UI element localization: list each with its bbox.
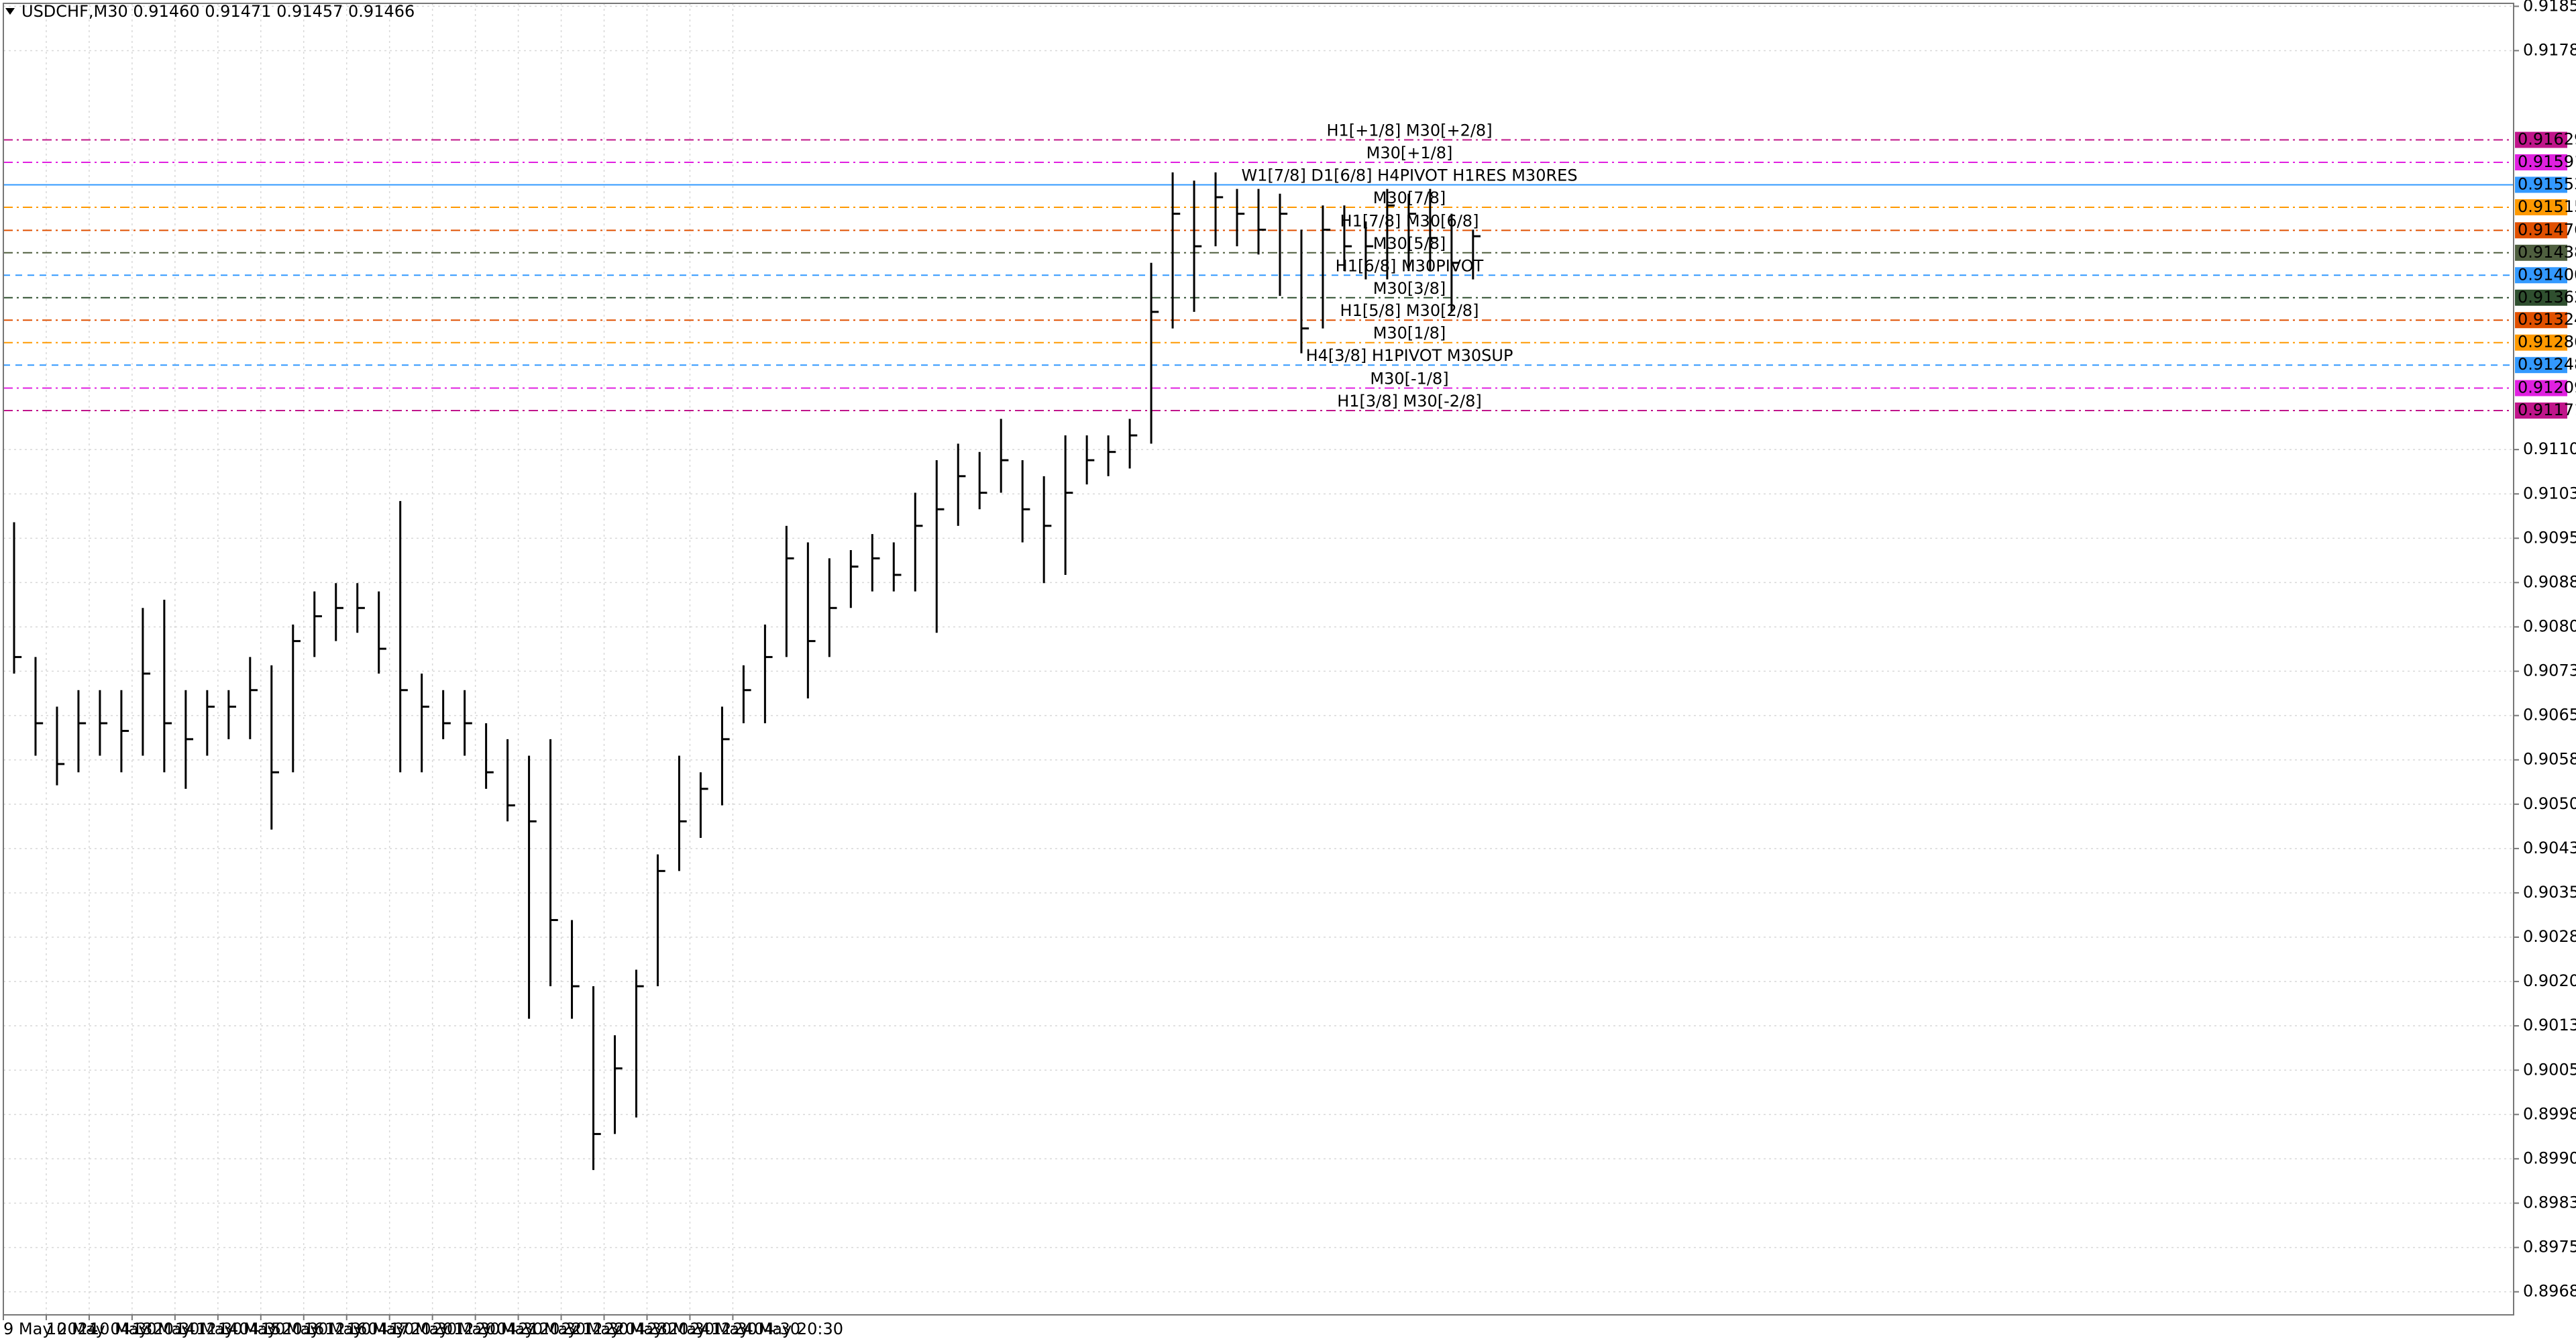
level-label: W1[7/8] D1[6/8] H4PIVOT H1RES M30RES: [1241, 166, 1577, 184]
x-tick-label: 15 May 12:30: [261, 1320, 372, 1338]
level-label: M30[+1/8]: [1366, 144, 1453, 162]
price-tag-label: 0.91591: [2518, 152, 2576, 171]
y-tick-label: 0.91105: [2523, 439, 2576, 458]
price-tag: [2515, 267, 2567, 284]
price-tag-label: 0.91286: [2518, 333, 2576, 352]
price-tag: [2515, 131, 2567, 148]
x-tick-label: 20 May 04:30: [433, 1320, 543, 1338]
price-tag: [2515, 289, 2567, 306]
price-tag-label: 0.91209: [2518, 378, 2576, 397]
x-tick-label: 10 May 20:30: [89, 1320, 200, 1338]
price-tag: [2515, 244, 2567, 261]
price-tag-label: 0.91438: [2518, 243, 2576, 262]
level-label: H1[3/8] M30[-2/8]: [1337, 392, 1482, 411]
price-tag-label: 0.91362: [2518, 288, 2576, 307]
price-tag: [2515, 334, 2567, 351]
menu-arrow[interactable]: [5, 8, 15, 15]
y-tick-label: 0.90055: [2523, 1060, 2576, 1079]
x-tick-label: 14 May 04:30: [175, 1320, 286, 1338]
x-tick-label: 23 May 12:30: [647, 1320, 757, 1338]
levels: H1[+1/8] M30[+2/8] 0.91629 M30[+1/8] 0.9159…: [3, 121, 2576, 419]
y-tick-label: 0.89905: [2523, 1148, 2576, 1167]
price-tag: [2515, 176, 2567, 193]
level-label: H1[+1/8] M30[+2/8]: [1326, 121, 1492, 140]
y-tick-label: 0.90955: [2523, 528, 2576, 547]
y-tick-label: 0.90355: [2523, 883, 2576, 902]
x-tick-label: 16 May 04:30: [304, 1320, 415, 1338]
y-tick-label: 0.90205: [2523, 971, 2576, 990]
x-tick-label: 16 May 20:30: [347, 1320, 458, 1338]
x-tick-label: 24 May 04:30: [690, 1320, 800, 1338]
price-tag-label: 0.91400: [2518, 265, 2576, 284]
x-tick-label: 14 May 20:30: [218, 1320, 329, 1338]
x-tick-label: 10 May 04:30: [46, 1320, 157, 1338]
x-tick-label: 17 May 12:30: [390, 1320, 500, 1338]
plot-frame: [3, 3, 2514, 1316]
price-tag-label: 0.91553: [2518, 174, 2576, 193]
bars: [13, 172, 1481, 1171]
price-tag: [2515, 312, 2567, 329]
price-tag-label: 0.91476: [2518, 220, 2576, 239]
price-tag-label: 0.91629: [2518, 130, 2576, 149]
y-tick-label: 0.89755: [2523, 1238, 2576, 1256]
level-label: M30[3/8]: [1373, 279, 1446, 298]
level-label: M30[1/8]: [1373, 324, 1446, 343]
x-tick-label: 21 May 12:30: [519, 1320, 629, 1338]
x-tick-label: 20 May 20:30: [476, 1320, 586, 1338]
price-tag: [2515, 222, 2567, 239]
price-tag: [2515, 403, 2567, 419]
price-tag-label: 0.91171: [2518, 400, 2576, 419]
level-label: H1[5/8] M30[2/8]: [1340, 301, 1479, 320]
level-label: M30[-1/8]: [1370, 370, 1448, 388]
y-tick-label: 0.89680: [2523, 1282, 2576, 1301]
x-tick-label: 24 May 20:30: [733, 1320, 843, 1338]
chart-title: USDCHF,M30 0.91460 0.91471 0.91457 0.914…: [21, 2, 415, 21]
price-tag-label: 0.91515: [2518, 197, 2576, 216]
price-tag: [2515, 199, 2567, 215]
y-tick-label: 0.90655: [2523, 706, 2576, 725]
y-tick-label: 0.90805: [2523, 617, 2576, 635]
price-tag: [2515, 154, 2567, 170]
x-tick-label: 13 May 12:30: [132, 1320, 243, 1338]
price-tag: [2515, 357, 2567, 374]
x-tick-label: 22 May 04:30: [561, 1320, 672, 1338]
x-tick-label: 9 May 2024: [3, 1320, 98, 1338]
price-tag: [2515, 380, 2567, 396]
grid: [3, 3, 2514, 1315]
level-label: H4[3/8] H1PIVOT M30SUP: [1306, 346, 1513, 365]
price-tag-label: 0.91324: [2518, 310, 2576, 329]
y-tick-label: 0.91855: [2523, 0, 2576, 15]
price-tag-label: 0.91248: [2518, 355, 2576, 374]
x-tick-label: 22 May 20:30: [604, 1320, 715, 1338]
y-tick-label: 0.90505: [2523, 794, 2576, 813]
